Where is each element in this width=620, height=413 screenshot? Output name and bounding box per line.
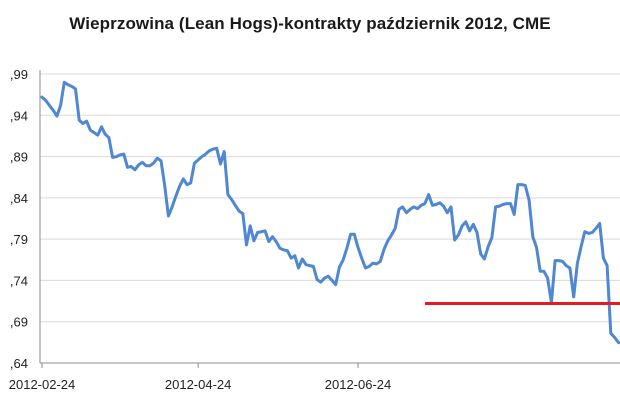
x-tick-label: 2012-04-24 [165, 377, 232, 392]
series-line [40, 80, 620, 345]
y-tick-label: ,74 [10, 273, 28, 288]
chart-title: Wieprzowina (Lean Hogs)-kontrakty paździ… [69, 14, 551, 33]
y-tick-label: ,69 [10, 315, 28, 330]
y-tick-label: ,89 [10, 150, 28, 165]
y-tick-label: ,94 [10, 108, 28, 123]
x-tick-label: 2012-02-24 [9, 377, 76, 392]
y-tick-label: ,84 [10, 191, 28, 206]
y-tick-label: ,79 [10, 232, 28, 247]
y-tick-label: ,64 [10, 356, 28, 371]
x-tick-label: 2012-06-24 [325, 377, 392, 392]
y-tick-label: ,99 [10, 67, 28, 82]
